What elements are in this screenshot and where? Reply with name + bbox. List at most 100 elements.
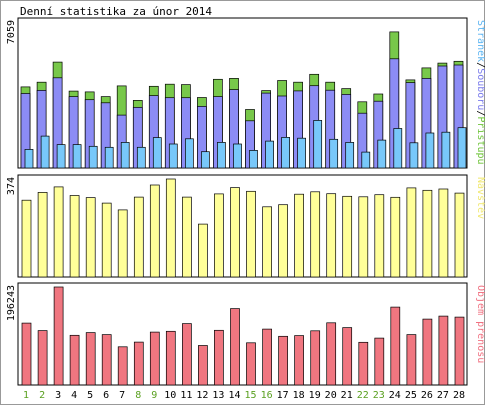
visits-bar-day-6 (101, 202, 112, 278)
requests-legend-part-3: / (475, 110, 485, 116)
day-label-2: 2 (39, 390, 45, 401)
traffic-bar-day-22 (358, 341, 369, 386)
pages-bar-day-27 (441, 131, 451, 169)
visits-bar-day-16 (262, 206, 272, 278)
pages-bar-day-21 (345, 142, 355, 169)
traffic-bar-day-9 (149, 331, 160, 386)
day-label-24: 24 (389, 390, 401, 401)
visits-bar-day-4 (69, 195, 80, 278)
traffic-bar-day-26 (422, 318, 433, 386)
traffic-bar-day-1 (21, 322, 32, 386)
pages-bar-day-18 (297, 137, 306, 169)
visits-bar-day-25 (406, 187, 417, 278)
visits-bar-day-8 (133, 196, 144, 278)
visits-bar-day-5 (85, 197, 96, 278)
pages-bar-day-1 (24, 149, 34, 169)
visits-bar-day-9 (149, 184, 160, 278)
day-label-16: 16 (261, 390, 273, 401)
traffic-bar-day-16 (262, 328, 272, 386)
visits-bar-day-21 (342, 195, 353, 278)
visits-bar-day-24 (390, 196, 401, 278)
visits-bar-day-15 (246, 190, 256, 278)
visits-bar-day-17 (278, 204, 288, 278)
traffic-bar-day-6 (101, 334, 112, 386)
day-label-6: 6 (103, 390, 109, 401)
traffic-panel: 196243 Objem přenosů (6, 282, 485, 386)
day-label-4: 4 (71, 390, 77, 401)
visits-bar-day-18 (294, 193, 304, 278)
pages-bar-day-22 (361, 151, 371, 169)
traffic-bar-day-7 (117, 346, 128, 386)
visits-bar-day-11 (182, 196, 192, 278)
traffic-bar-day-24 (390, 306, 401, 386)
traffic-bar-day-21 (342, 327, 353, 386)
requests-legend-part-1: / (475, 62, 485, 68)
requests-side-legend: Stránek/Souborů/Přístupů (475, 20, 485, 165)
requests-legend-part-2: Souborů (475, 68, 485, 110)
traffic-bar-day-17 (278, 335, 288, 386)
visits-bar-day-3 (53, 186, 64, 278)
pages-bar-day-17 (281, 137, 290, 169)
day-label-19: 19 (309, 390, 321, 401)
visits-bar-day-1 (21, 199, 32, 278)
traffic-bar-day-19 (310, 330, 321, 386)
traffic-bar-day-11 (182, 323, 192, 386)
pages-bar-day-9 (152, 137, 162, 169)
day-label-9: 9 (151, 390, 157, 401)
requests-legend-part-0: Stránek (475, 20, 485, 62)
requests-panel: 7059 Stránek/Souborů/Přístupů (6, 17, 485, 169)
pages-bar-day-12 (201, 151, 210, 169)
pages-bar-day-5 (88, 145, 98, 169)
pages-bar-day-16 (265, 140, 274, 169)
day-label-28: 28 (453, 390, 465, 401)
pages-bar-day-14 (233, 143, 242, 169)
traffic-bar-day-2 (37, 330, 48, 386)
day-label-26: 26 (421, 390, 433, 401)
day-label-13: 13 (212, 390, 224, 401)
visits-bar-day-2 (37, 192, 48, 278)
pages-bar-day-26 (425, 132, 435, 169)
day-label-23: 23 (373, 390, 385, 401)
pages-bar-day-4 (72, 144, 82, 169)
pages-bar-day-19 (313, 120, 323, 169)
day-label-11: 11 (180, 390, 192, 401)
traffic-bar-day-27 (438, 315, 449, 386)
visits-bar-day-19 (310, 191, 321, 278)
visits-bar-day-14 (230, 187, 240, 278)
pages-bar-day-6 (104, 146, 114, 169)
visits-legend-part-0: Návštěv (475, 177, 485, 219)
day-label-1: 1 (23, 390, 29, 401)
requests-legend-part-4: Přístupů (475, 116, 485, 164)
day-label-25: 25 (405, 390, 417, 401)
visits-bar-day-22 (358, 196, 369, 278)
day-label-12: 12 (196, 390, 208, 401)
visits-panel: 374 Návštěv (6, 174, 485, 278)
pages-bar-day-20 (329, 138, 339, 169)
day-label-22: 22 (357, 390, 369, 401)
visits-bar-day-26 (422, 189, 433, 278)
day-label-14: 14 (228, 390, 240, 401)
pages-bar-day-23 (377, 139, 387, 169)
pages-bar-day-8 (136, 146, 146, 169)
pages-bar-day-2 (40, 135, 50, 169)
day-label-17: 17 (277, 390, 289, 401)
pages-bar-day-13 (217, 142, 226, 169)
chart-title: Denní statistika za únor 2014 (20, 5, 212, 18)
pages-bar-day-25 (409, 142, 419, 169)
visits-bar-day-20 (326, 193, 337, 278)
visits-bar-day-7 (117, 209, 128, 278)
visits-bar-day-27 (438, 188, 449, 278)
day-label-7: 7 (119, 390, 125, 401)
day-label-8: 8 (135, 390, 141, 401)
day-label-18: 18 (293, 390, 305, 401)
pages-bar-day-28 (457, 127, 467, 169)
traffic-bar-day-3 (53, 286, 64, 386)
pages-bar-day-11 (185, 138, 194, 169)
visits-bar-day-23 (374, 194, 385, 278)
traffic-bar-day-18 (294, 335, 304, 386)
pages-bar-day-10 (168, 143, 178, 169)
traffic-bar-day-14 (230, 308, 240, 386)
traffic-bar-day-12 (198, 345, 208, 386)
traffic-max-label: 196243 (6, 285, 17, 321)
